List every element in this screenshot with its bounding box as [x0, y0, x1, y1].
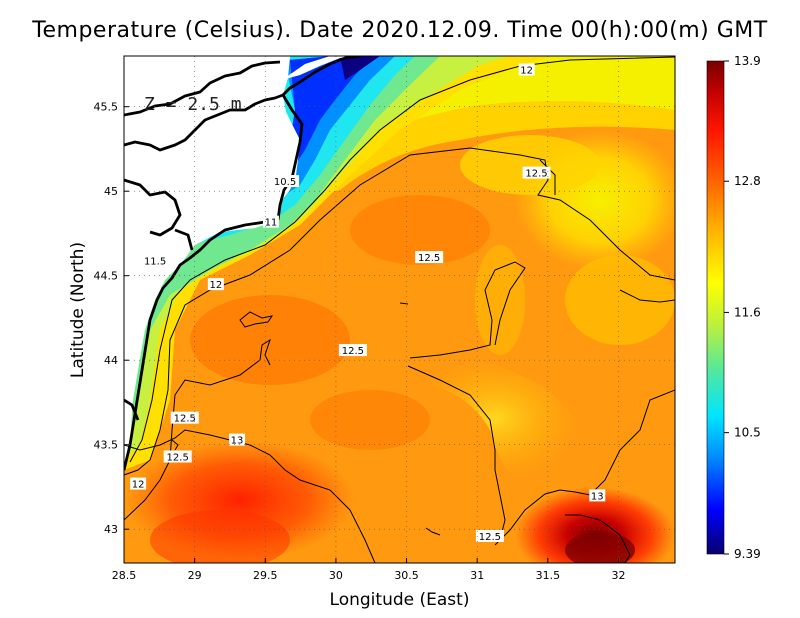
y-axis-label: Latitude (North) [68, 241, 88, 379]
contour-lines [124, 56, 675, 563]
contour-label-bg [475, 529, 504, 542]
page-title: Temperature (Celsius). Date 2020.12.09. … [32, 18, 768, 43]
colorbar-ticks: 13.9 12.8 11.6 10.5 9.39 [724, 54, 761, 561]
contour-label-bg [415, 251, 444, 264]
colorbar [706, 60, 725, 555]
contour-label-text: 12.5 [167, 453, 189, 464]
contour-label-bg [262, 215, 279, 228]
contour-label: 13 [589, 489, 606, 502]
y-tick-label: 45.5 [94, 101, 119, 114]
contour-label: 13 [229, 433, 246, 447]
colorbar-tick-label: 11.6 [734, 305, 761, 319]
contour-label-bg [522, 166, 551, 179]
contour-label: 11 [262, 215, 279, 229]
contour-label-bg [141, 254, 170, 267]
contour-label-text: 11 [265, 218, 278, 229]
y-tick-label: 44 [104, 354, 118, 367]
x-tick-label: 29 [188, 569, 202, 582]
x-tick-label: 30 [329, 569, 343, 582]
y-tick-label: 43.5 [94, 439, 119, 452]
contour-label: 11.5 [141, 254, 170, 267]
contour-label-bg [170, 411, 199, 424]
x-tick-label: 32 [611, 569, 625, 582]
temperature-field [124, 56, 675, 563]
contour-label-text: 12.5 [174, 414, 196, 425]
contour-label-text: 11.5 [144, 256, 166, 267]
contour-label-bg [207, 278, 224, 291]
x-axis-label: Longitude (East) [329, 590, 470, 610]
x-tick-label: 31 [470, 569, 484, 582]
contour-label: 12 [130, 477, 147, 491]
colorbar-tick-label: 13.9 [734, 54, 761, 68]
land-mass [124, 56, 360, 470]
contour-label: 12.5 [170, 411, 199, 425]
contour-label-text: 12 [132, 480, 145, 491]
contour-label: 12.5 [415, 251, 444, 264]
contour-labels: 12 12.5 10.5 11 11.5 12 12.5 12.5 12.5 13 12.5 12 13… [130, 63, 606, 543]
colorbar-tick-label: 10.5 [734, 426, 761, 440]
contour-label-text: 12 [209, 280, 222, 291]
contour-label-bg [229, 433, 246, 446]
y-tick-label: 43 [104, 523, 118, 536]
y-tick-label: 44.5 [94, 270, 119, 283]
contour-label-bg [338, 344, 367, 357]
y-axis-ticks: 43 43.5 44 44.5 45 45.5 [94, 101, 129, 536]
contour-label: 10.5 [271, 175, 300, 188]
contour-label-text: 12 [520, 66, 533, 77]
grid-lines [124, 56, 675, 563]
contour-label: 12 [207, 278, 224, 291]
contour-label-text: 10.5 [274, 177, 296, 188]
colorbar-tick-label: 12.8 [734, 174, 761, 188]
contour-label-bg [589, 489, 606, 502]
contour-label: 12 [518, 63, 535, 77]
x-tick-label: 29.5 [253, 569, 278, 582]
colorbar-tick-label: 9.39 [734, 547, 761, 561]
contour-label: 12.5 [522, 166, 551, 180]
contour-label-bg [518, 63, 535, 76]
y-tick-label: 45 [104, 185, 118, 198]
contour-label-text: 13 [591, 491, 604, 502]
contour-label-text: 12.5 [418, 253, 440, 264]
x-axis-ticks: 28.5 29 29.5 30 30.5 31 31.5 32 [112, 558, 625, 582]
contour-label: 12.5 [338, 344, 367, 357]
contour-label-text: 12.5 [342, 346, 364, 357]
plot-frame [123, 55, 676, 564]
depth-annotation: Z = 2.5 m [144, 94, 242, 115]
x-tick-label: 30.5 [394, 569, 419, 582]
coastline [124, 56, 361, 471]
x-tick-label: 28.5 [112, 569, 137, 582]
contour-label-bg [271, 175, 300, 188]
contour-label-bg [163, 450, 192, 463]
contour-label-bg [130, 477, 147, 490]
contour-label: 12.5 [163, 450, 192, 464]
contour-label: 12.5 [475, 529, 504, 543]
contour-label-text: 13 [231, 436, 244, 447]
contour-label-text: 12.5 [525, 169, 547, 180]
contour-label-text: 12.5 [479, 532, 501, 543]
x-tick-label: 31.5 [536, 569, 561, 582]
